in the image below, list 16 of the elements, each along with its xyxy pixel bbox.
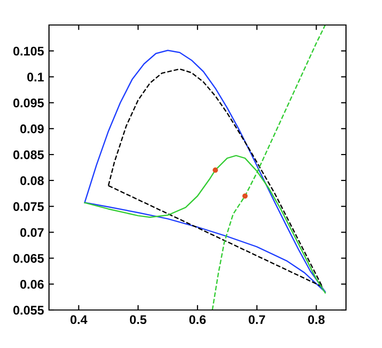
- x-tick-label: 0.6: [189, 315, 206, 324]
- x-tick-label: 0.7: [248, 315, 266, 324]
- y-tick-label: 0.065: [13, 254, 44, 263]
- y-tick-label: 0.07: [20, 228, 44, 237]
- y-tick-label: 0.085: [13, 150, 44, 160]
- x-tick-label: 0.4: [70, 315, 88, 324]
- x-tick-label: 0.5: [130, 315, 146, 324]
- y-tick-label: 0.06: [20, 280, 44, 289]
- y-tick-label: 0.095: [13, 98, 44, 108]
- y-tick-label: 0.09: [20, 124, 44, 134]
- y-tick-label: 0.075: [13, 202, 44, 212]
- y-tick-label: 0.1: [27, 72, 44, 82]
- y-tick-label: 0.08: [20, 176, 44, 186]
- x-tick-label: 0.8: [308, 315, 325, 324]
- y-tick-label: 0.055: [13, 306, 44, 315]
- y-tick-label: 0.105: [13, 46, 44, 56]
